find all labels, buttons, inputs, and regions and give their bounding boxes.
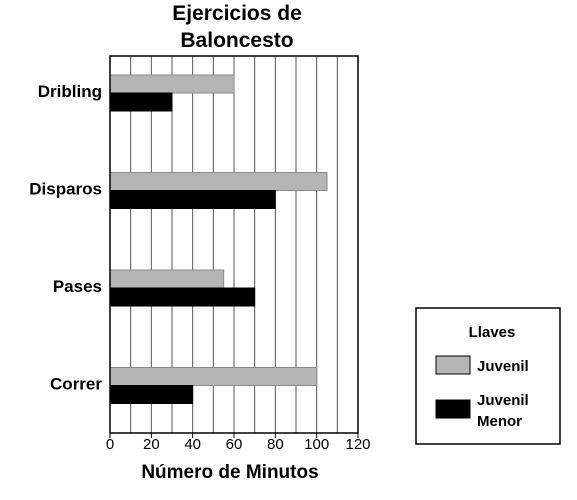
bar-dribling-juvenil [109, 74, 235, 94]
x-tick-label: 40 [184, 436, 201, 453]
legend-swatch-juvenil-menor [435, 399, 471, 419]
x-tick-label: 0 [106, 436, 114, 453]
bar-pases-juvenil-menor [109, 287, 256, 307]
bar-pases-juvenil [109, 269, 225, 289]
category-label-dribling: Dribling [38, 82, 102, 101]
bar-disparos-juvenil-menor [109, 190, 276, 209]
legend-label-juvenil-menor-line-2: Menor [477, 413, 522, 430]
bar-correr-juvenil-menor [109, 385, 194, 404]
legend-label-juvenil: Juvenil [477, 358, 529, 375]
bar-correr-juvenil [109, 367, 318, 386]
bar-disparos-juvenil [109, 172, 328, 191]
x-tick-label: 100 [304, 436, 329, 453]
legend-swatch-juvenil [435, 355, 471, 375]
x-tick-label: 80 [267, 436, 284, 453]
category-label-pases: Pases [53, 277, 102, 296]
legend-title: Llaves [469, 324, 516, 341]
legend: Llaves Juvenil Juvenil Menor [415, 307, 561, 445]
x-tick-labels: 0 20 40 60 80 100 120 [106, 433, 371, 453]
category-labels: Dribling Disparos Pases Correr [29, 82, 102, 394]
legend-box [415, 307, 561, 445]
category-label-disparos: Disparos [29, 180, 102, 199]
chart-title-line-2: Baloncesto [180, 29, 293, 52]
x-tick-label: 20 [143, 436, 160, 453]
chart-title-line-1: Ejercicios de [172, 2, 302, 25]
bar-dribling-juvenil-menor [109, 92, 173, 112]
category-label-correr: Correr [50, 375, 102, 394]
x-axis-label: Número de Minutos [141, 462, 318, 483]
x-tick-label: 60 [226, 436, 243, 453]
bars [109, 74, 328, 404]
legend-label-juvenil-menor-line-1: Juvenil [477, 392, 529, 409]
x-tick-label: 120 [345, 436, 370, 453]
